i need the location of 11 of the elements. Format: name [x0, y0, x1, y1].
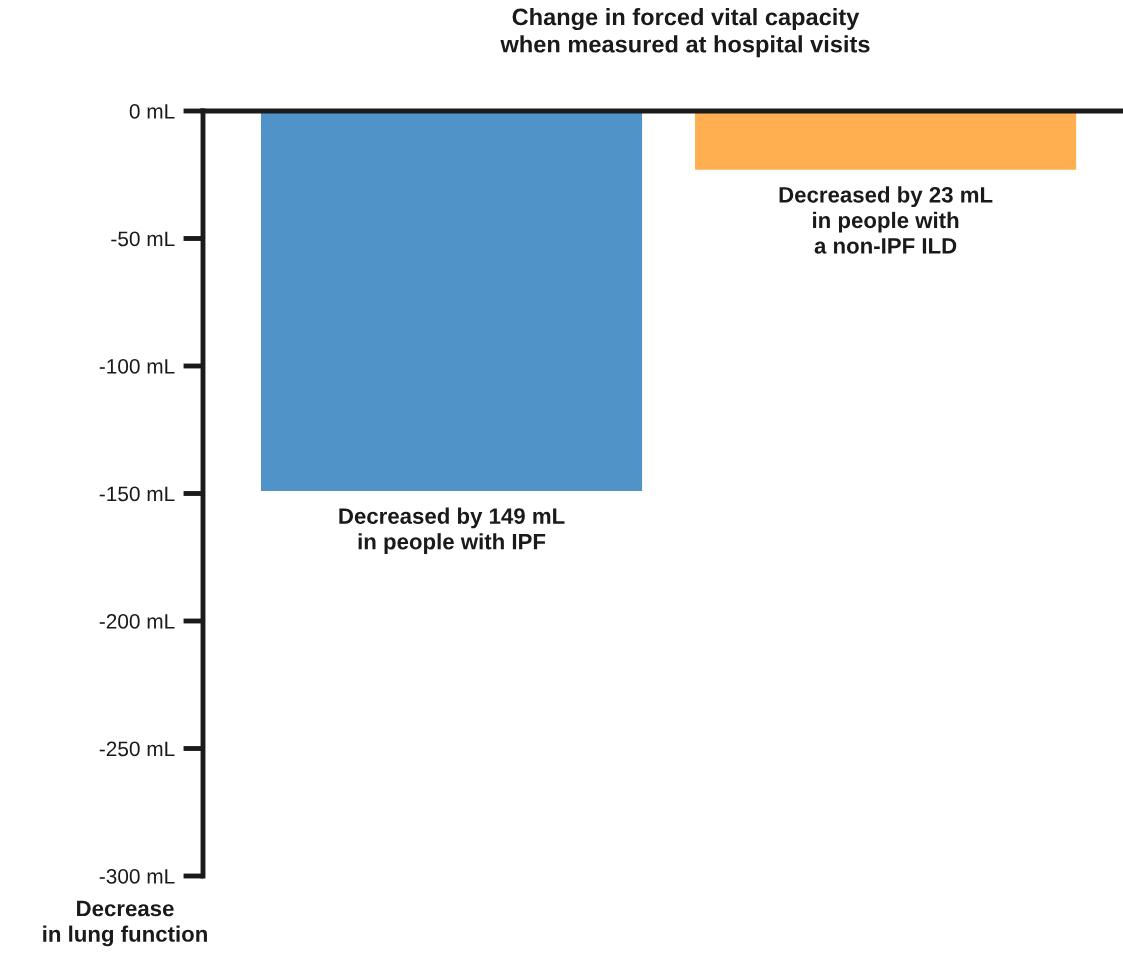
- y-tick-label: -200 mL: [99, 614, 175, 629]
- chart-title: Change in forced vital capacity when measured at hospital visits: [500, 8, 870, 58]
- y-axis-title: Decrease in lung function: [43, 900, 207, 947]
- y-tick-label: -250 mL: [99, 741, 175, 757]
- y-tick-label: 0 mL: [129, 104, 175, 119]
- y-tick-label: -100 mL: [99, 359, 175, 374]
- y-tick-label: -50 mL: [111, 231, 175, 247]
- data-label: Decreased by 149 mL in people with IPF: [339, 507, 565, 554]
- data-label: Decreased by 23 mL in people with a non-IPF ILD: [779, 186, 993, 254]
- y-tick-label: -150 mL: [99, 486, 175, 502]
- y-tick-label: -300 mL: [99, 869, 175, 884]
